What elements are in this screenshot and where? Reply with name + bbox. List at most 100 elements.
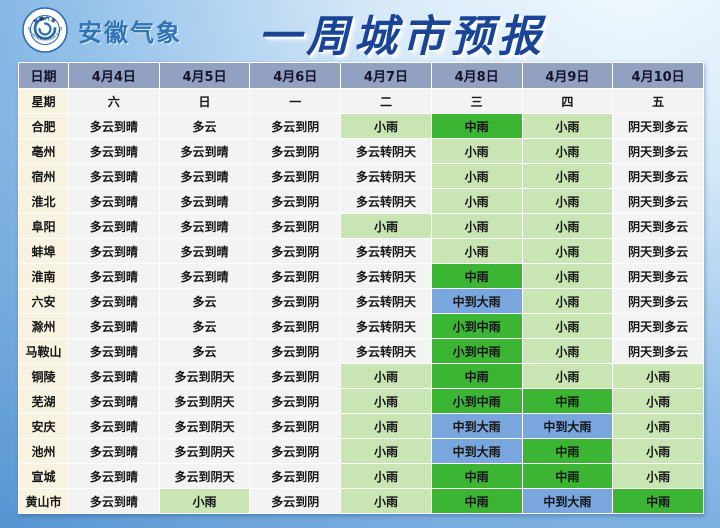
weather-cell: 多云到阴 [249, 388, 342, 414]
city-name-cell: 马鞍山 [18, 338, 69, 364]
weather-cell: 多云到阴 [249, 288, 342, 314]
date-header-cell: 4月6日 [249, 62, 342, 89]
table-row: 阜阳 多云到晴 多云到晴 多云到阴 小雨 小雨 小雨 阴天到多云 [18, 213, 704, 239]
table-row: 宿州 多云到晴 多云到晴 多云到阴 多云转阴天 小雨 小雨 阴天到多云 [18, 163, 704, 189]
table-row: 黄山市 多云到晴 小雨 多云到阴 小雨 中雨 中到大雨 中雨 [18, 488, 704, 514]
weather-cell: 小雨 [612, 388, 704, 414]
city-name-cell: 淮南 [18, 263, 69, 289]
city-name-cell: 蚌埠 [18, 238, 69, 264]
weather-cell: 多云到阴 [249, 363, 342, 389]
weather-cell: 多云到晴 [68, 213, 160, 239]
table-row: 淮南 多云到晴 多云到晴 多云到阴 多云转阴天 中雨 小雨 阴天到多云 [18, 263, 704, 289]
date-header-cell: 4月9日 [521, 62, 614, 89]
weather-cell: 中到大雨 [430, 413, 523, 439]
weather-cell: 多云到晴 [158, 188, 251, 214]
weather-cell: 多云 [158, 113, 251, 139]
weather-cell: 多云到晴 [68, 363, 160, 389]
weekday-cell: 五 [612, 88, 704, 114]
table-row: 淮北 多云到晴 多云到晴 多云到阴 多云转阴天 小雨 小雨 阴天到多云 [18, 188, 704, 214]
weather-cell: 中到大雨 [430, 288, 523, 314]
weather-cell: 小到中雨 [430, 338, 523, 364]
weather-cell: 小雨 [521, 163, 614, 189]
weather-cell: 小雨 [340, 438, 432, 464]
weather-cell: 多云到阴天 [158, 463, 251, 489]
city-name-cell: 亳州 [18, 138, 69, 164]
weather-cell: 多云到阴 [249, 113, 342, 139]
city-name-cell: 池州 [18, 438, 69, 464]
weather-cell: 阴天到多云 [612, 313, 704, 339]
weather-cell: 多云到晴 [68, 388, 160, 414]
weather-cell: 小雨 [430, 163, 523, 189]
weather-cell: 多云转阴天 [340, 313, 432, 339]
city-name-cell: 合肥 [18, 113, 69, 139]
city-name-cell: 宿州 [18, 163, 69, 189]
date-header-cell: 4月7日 [340, 62, 432, 89]
weather-cell: 阴天到多云 [612, 338, 704, 364]
weather-cell: 多云到阴天 [158, 363, 251, 389]
weather-cell: 小雨 [158, 488, 251, 514]
table-row: 蚌埠 多云到晴 多云到晴 多云到阴 多云转阴天 小雨 小雨 阴天到多云 [18, 238, 704, 264]
weather-cell: 多云到晴 [68, 488, 160, 514]
weather-cell: 小雨 [430, 138, 523, 164]
weather-cell: 中雨 [521, 463, 614, 489]
weather-cell: 中到大雨 [521, 413, 614, 439]
weather-cell: 中到大雨 [430, 438, 523, 464]
weather-cell: 多云转阴天 [340, 338, 432, 364]
week-row: 星期 六日一二三四五 [18, 88, 704, 114]
weather-cell: 中雨 [430, 363, 523, 389]
weather-cell: 多云到阴 [249, 488, 342, 514]
city-name-cell: 滁州 [18, 313, 69, 339]
weather-cell: 小雨 [521, 313, 614, 339]
weather-cell: 小雨 [612, 363, 704, 389]
weather-cell: 阴天到多云 [612, 138, 704, 164]
weather-cell: 中雨 [612, 488, 704, 514]
weather-cell: 小雨 [340, 413, 432, 439]
city-name-cell: 阜阳 [18, 213, 69, 239]
weather-cell: 小雨 [340, 363, 432, 389]
logo-ring-text-top: 安徽气象 [32, 15, 57, 25]
agency-name: 安徽气象 [78, 18, 182, 47]
weather-cell: 小雨 [430, 238, 523, 264]
table-row: 滁州 多云到晴 多云 多云到阴 多云转阴天 小到中雨 小雨 阴天到多云 [18, 313, 704, 339]
weather-cell: 多云到晴 [158, 238, 251, 264]
table-row: 六安 多云到晴 多云 多云到阴 多云转阴天 中到大雨 小雨 阴天到多云 [18, 288, 704, 314]
weather-cell: 多云到阴 [249, 313, 342, 339]
weather-cell: 阴天到多云 [612, 163, 704, 189]
weather-cell: 中雨 [430, 488, 523, 514]
city-name-cell: 六安 [18, 288, 69, 314]
table-row: 安庆 多云到晴 多云到阴天 多云到阴 小雨 中到大雨 中到大雨 小雨 [18, 413, 704, 439]
table-row: 芜湖 多云到晴 多云到阴天 多云到阴 小雨 小到中雨 中雨 小雨 [18, 388, 704, 414]
weather-cell: 多云到晴 [68, 313, 160, 339]
weather-cell: 小雨 [521, 213, 614, 239]
weather-cell: 多云到阴 [249, 338, 342, 364]
weather-cell: 中雨 [430, 113, 523, 139]
date-row: 日期 4月4日 4月5日 4月6日 4月7日 4月8日 4月9日 4月10日 [18, 62, 704, 89]
weather-cell: 小雨 [430, 188, 523, 214]
weather-cell: 小雨 [340, 113, 432, 139]
table-row: 池州 多云到晴 多云到阴天 多云到阴 小雨 中到大雨 中雨 小雨 [18, 438, 704, 464]
weather-cell: 多云到晴 [158, 213, 251, 239]
weather-cell: 多云 [158, 338, 251, 364]
weather-cell: 多云 [158, 313, 251, 339]
table-row: 宣城 多云到晴 多云到阴天 多云到阴 小雨 中雨 中雨 小雨 [18, 463, 704, 489]
date-header-cell: 4月4日 [68, 62, 160, 89]
weather-cell: 小雨 [340, 213, 432, 239]
weather-cell: 多云到阴 [249, 438, 342, 464]
weather-cell: 小雨 [430, 213, 523, 239]
weather-cell: 多云到晴 [68, 288, 160, 314]
weather-cell: 多云到阴 [249, 188, 342, 214]
weather-cell: 多云到阴 [249, 463, 342, 489]
weather-cell: 多云到晴 [68, 338, 160, 364]
weekday-cell: 日 [158, 88, 251, 114]
date-header-cell: 4月5日 [158, 62, 251, 89]
page-title: 一周城市预报 [258, 12, 546, 62]
weather-cell: 小雨 [521, 238, 614, 264]
weather-cell: 多云到晴 [68, 238, 160, 264]
weather-cell: 多云到晴 [68, 263, 160, 289]
weekday-cell: 二 [340, 88, 432, 114]
weather-cell: 多云到晴 [158, 138, 251, 164]
table-row: 铜陵 多云到晴 多云到阴天 多云到阴 小雨 中雨 小雨 小雨 [18, 363, 704, 389]
weather-cell: 多云到晴 [68, 463, 160, 489]
forecast-table-body: 日期 4月4日 4月5日 4月6日 4月7日 4月8日 4月9日 4月10日 星期 六日一二… [18, 62, 704, 514]
weather-cell: 多云到阴 [249, 263, 342, 289]
